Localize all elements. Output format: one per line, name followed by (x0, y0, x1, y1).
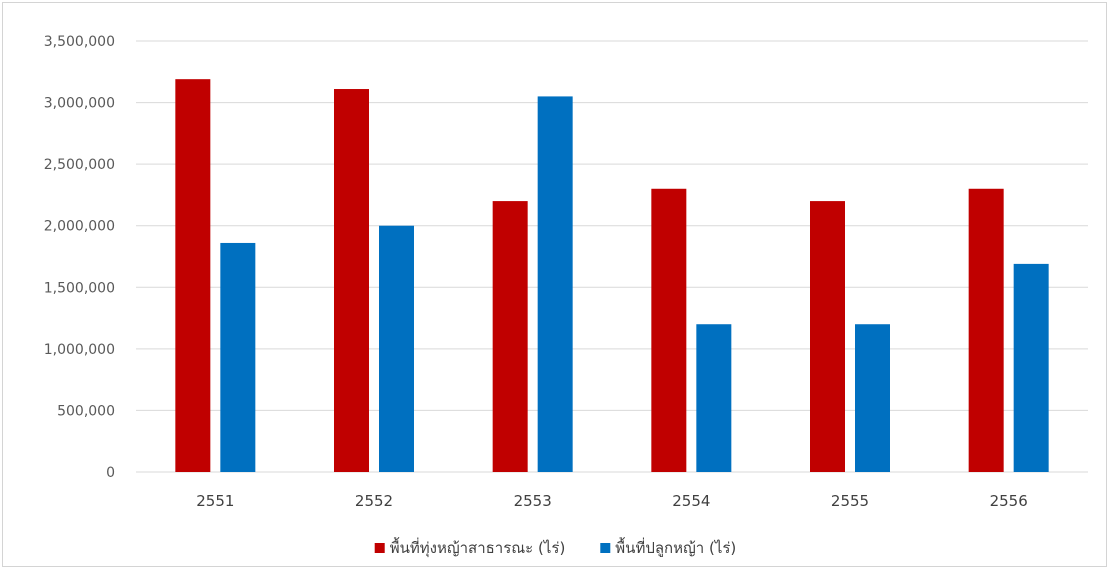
legend: พื้นที่ทุ่งหญ้าสาธารณะ (ไร่) พื้นที่ปลูกห… (374, 537, 736, 558)
bar-series-1-2551 (175, 79, 211, 472)
bars (175, 79, 1049, 473)
legend-item: พื้นที่ทุ่งหญ้าสาธารณะ (ไร่) (374, 537, 566, 558)
bar-series-1-2552 (334, 89, 369, 473)
y-tick-label: 3,000,000 (44, 96, 115, 112)
bar-series-2-2553 (537, 96, 573, 473)
bar-series-2-2552 (379, 225, 414, 472)
bar-series-1-2554 (651, 188, 687, 472)
legend-label: พื้นที่ปลูกหญ้า (ไร่) (615, 537, 736, 557)
y-tick-label: 2,000,000 (44, 219, 115, 235)
x-tick-label: 2555 (831, 492, 869, 510)
y-axis-ticks: 0 500,000 1,000,000 1,500,000 2,000,000 2,500… (44, 34, 115, 481)
legend-label: พื้นที่ทุ่งหญ้าสาธารณะ (ไร่) (390, 537, 566, 558)
x-tick-label: 2551 (196, 492, 234, 510)
y-tick-label: 0 (106, 465, 115, 481)
y-tick-label: 1,000,000 (44, 342, 115, 358)
y-tick-label: 1,500,000 (44, 280, 115, 296)
x-tick-label: 2554 (672, 492, 710, 510)
bar-series-1-2555 (810, 201, 845, 473)
y-tick-label: 500,000 (57, 403, 115, 419)
gridlines (136, 40, 1088, 473)
x-tick-label: 2552 (355, 492, 393, 510)
legend-swatch (374, 543, 385, 553)
legend-item: พื้นที่ปลูกหญ้า (ไร่) (600, 537, 736, 557)
bar-series-1-2553 (492, 201, 528, 473)
bar-series-1-2556 (968, 188, 1004, 472)
bar-series-2-2554 (696, 324, 732, 472)
bar-series-2-2555 (855, 324, 890, 472)
y-tick-label: 3,500,000 (44, 34, 115, 50)
bar-series-2-2556 (1013, 263, 1049, 472)
y-tick-label: 2,500,000 (44, 157, 115, 173)
x-axis-ticks: 2551 2552 2553 2554 2555 2556 (196, 492, 1028, 510)
bar-chart: 0 500,000 1,000,000 1,500,000 2,000,000 2,500… (44, 34, 1088, 558)
legend-swatch (600, 543, 611, 553)
x-tick-label: 2556 (990, 492, 1028, 510)
x-tick-label: 2553 (514, 492, 552, 510)
bar-series-2-2551 (220, 242, 256, 472)
